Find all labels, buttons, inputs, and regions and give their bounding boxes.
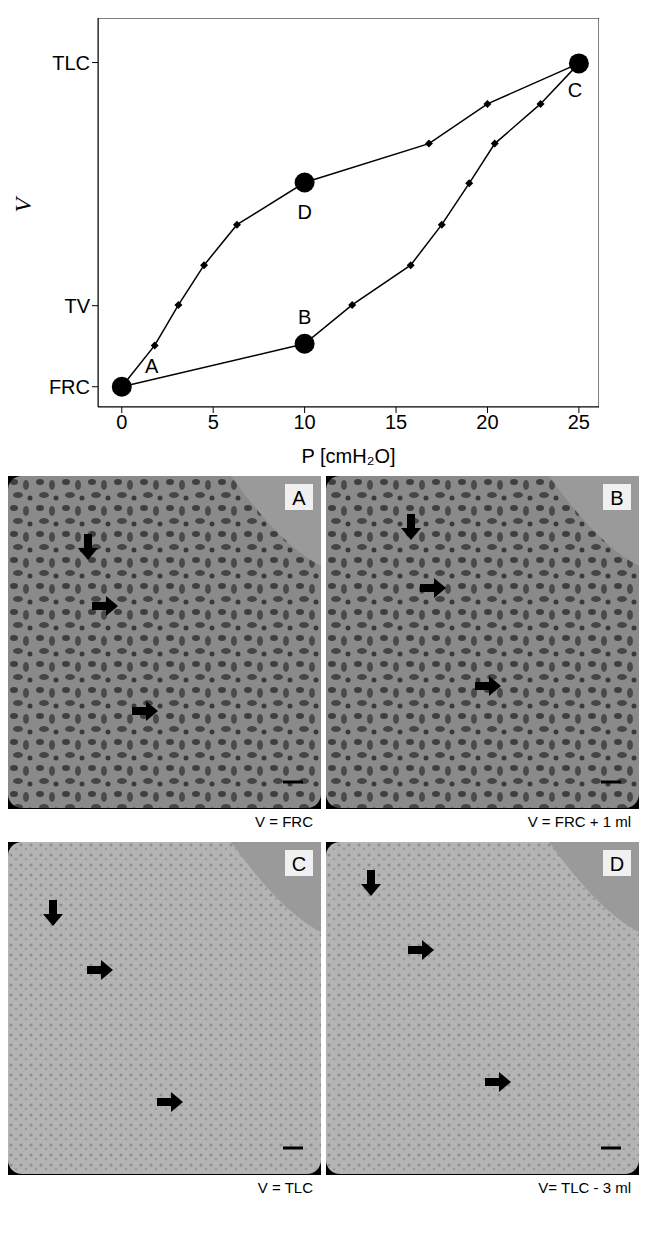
svg-text:20: 20: [476, 411, 498, 433]
svg-text:C: C: [568, 79, 582, 101]
svg-text:A: A: [145, 355, 159, 377]
svg-text:FRC: FRC: [49, 376, 90, 398]
svg-text:C: C: [292, 853, 306, 875]
svg-text:5: 5: [208, 411, 219, 433]
svg-text:B: B: [610, 487, 623, 509]
svg-text:10: 10: [293, 411, 315, 433]
html-text:V= TLC - 3 ml: V= TLC - 3 ml: [538, 1179, 631, 1196]
svg-text:D: D: [297, 201, 311, 223]
svg-text:0: 0: [116, 411, 127, 433]
html-text:V = FRC: V = FRC: [255, 813, 313, 830]
svg-text:TV: TV: [64, 295, 90, 317]
svg-text:15: 15: [385, 411, 407, 433]
svg-text:B: B: [298, 306, 311, 328]
html-text:V = FRC + 1 ml: V = FRC + 1 ml: [527, 813, 631, 830]
svg-text:V: V: [10, 196, 36, 213]
svg-text:TLC: TLC: [52, 52, 90, 74]
svg-text:D: D: [610, 853, 624, 875]
html-text:V = TLC: V = TLC: [257, 1179, 313, 1196]
svg-text:25: 25: [568, 411, 590, 433]
svg-text:A: A: [292, 487, 306, 509]
svg-text:P [cmH₂O]: P [cmH₂O]: [301, 445, 395, 467]
